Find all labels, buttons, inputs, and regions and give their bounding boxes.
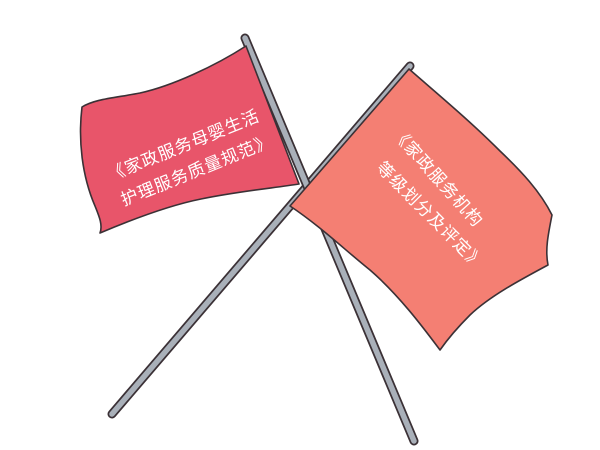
- left-flag-pole: [240, 33, 419, 446]
- left-flag: 《家政服务母婴生活 护理服务质量规范》: [79, 45, 300, 234]
- left-flag-cloth: [79, 45, 300, 234]
- right-flag: 《家政服务机构 等级划分及评定》: [289, 68, 553, 351]
- right-flag-cloth: [289, 68, 553, 351]
